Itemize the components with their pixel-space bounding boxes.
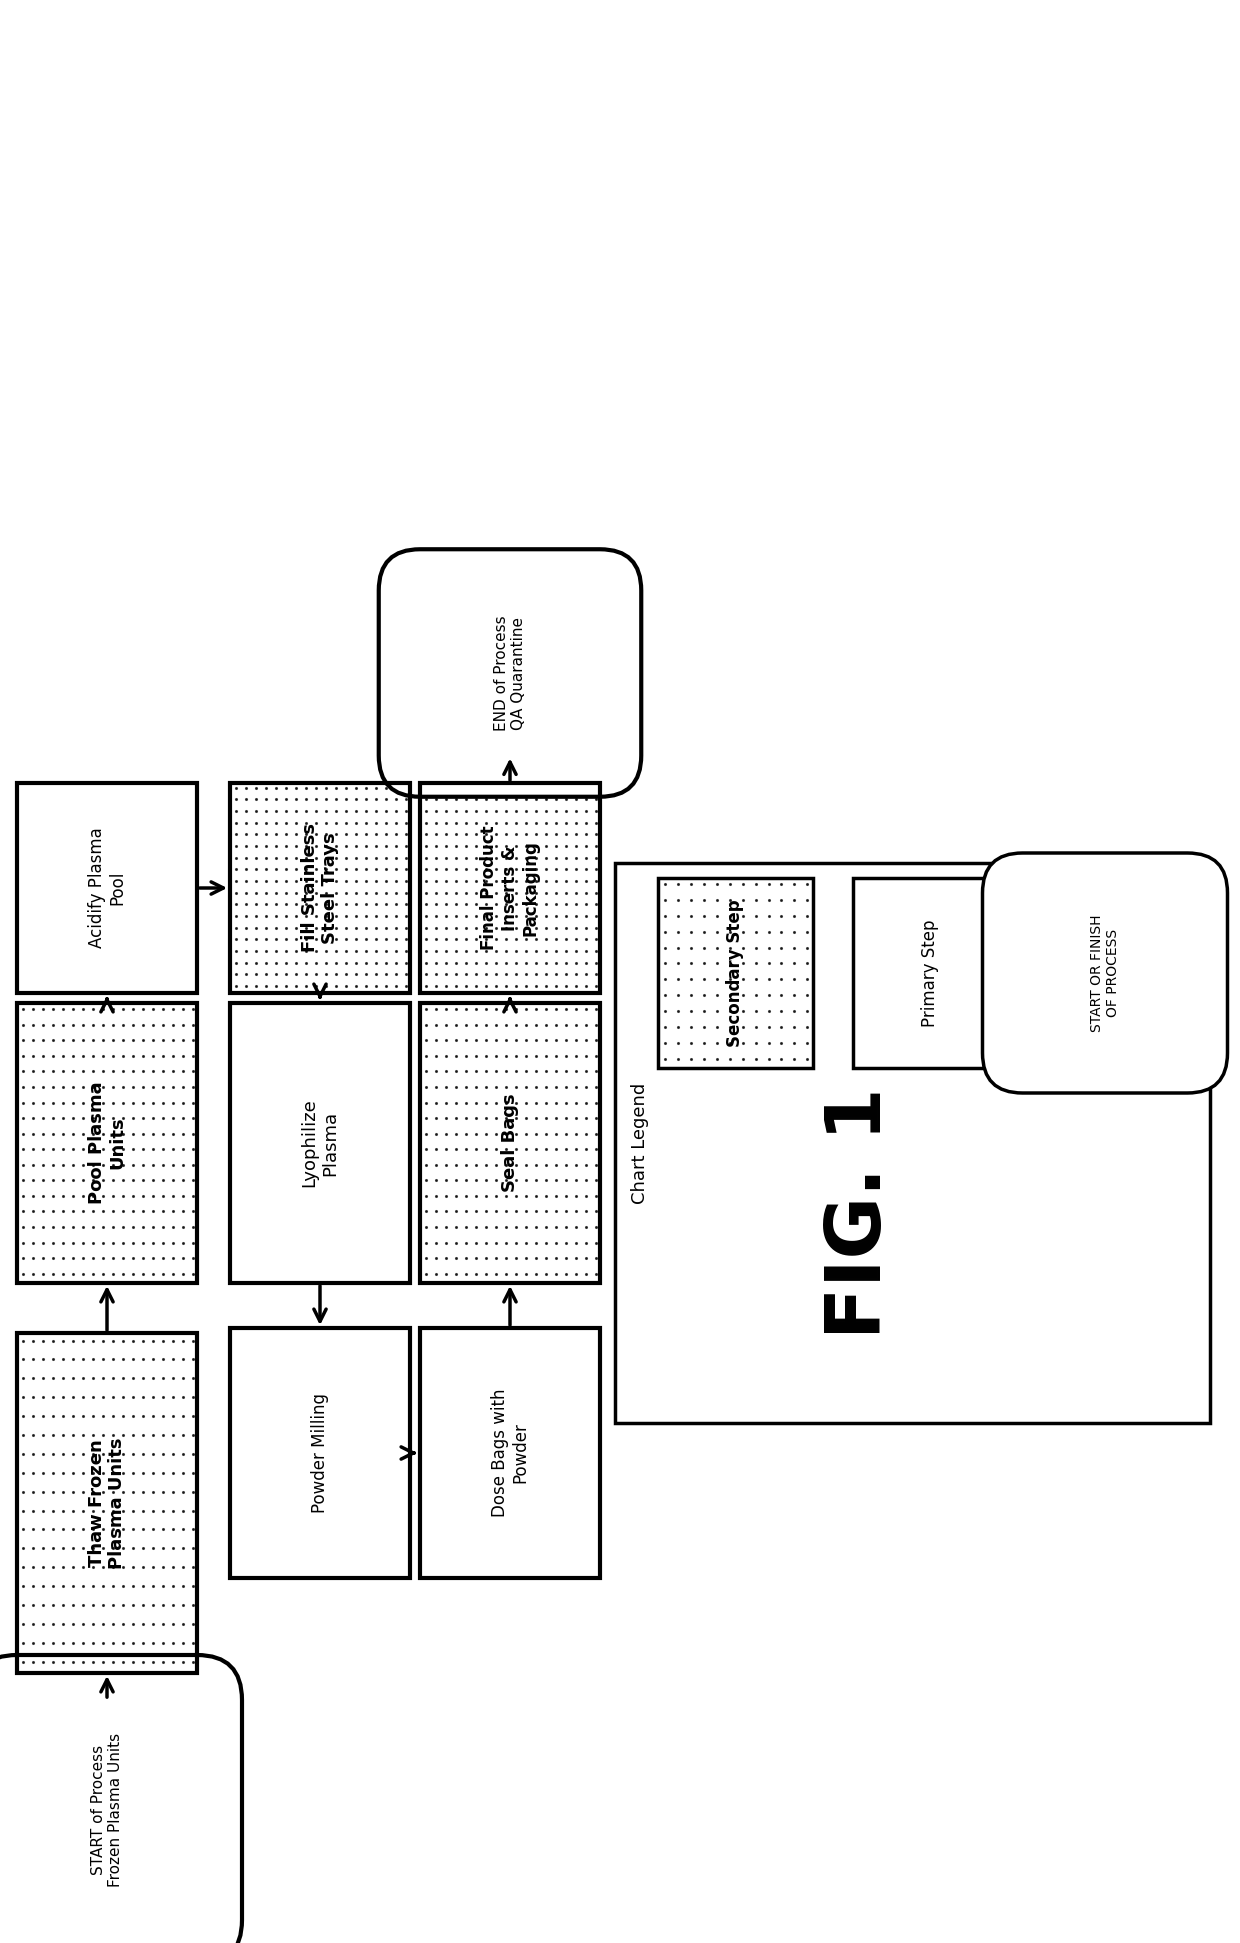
Text: Secondary Step: Secondary Step (725, 900, 744, 1047)
Text: Fill Stainless
Steel Trays: Fill Stainless Steel Trays (300, 824, 340, 952)
Text: Pool Plasma
Units: Pool Plasma Units (88, 1082, 126, 1205)
Bar (229, 783, 410, 993)
Bar (420, 783, 600, 993)
Bar (229, 1003, 410, 1282)
FancyBboxPatch shape (378, 550, 641, 797)
Bar (420, 1327, 600, 1578)
Bar (657, 878, 812, 1069)
Bar (229, 1327, 410, 1578)
Text: START of Process
Frozen Plasma Units: START of Process Frozen Plasma Units (91, 1733, 123, 1887)
Bar (615, 863, 1210, 1422)
Text: START OR FINISH
OF PROCESS: START OR FINISH OF PROCESS (1090, 915, 1120, 1032)
FancyBboxPatch shape (982, 853, 1228, 1094)
Text: Primary Step: Primary Step (921, 919, 939, 1026)
Bar (853, 878, 1007, 1069)
FancyBboxPatch shape (0, 1655, 242, 1943)
Bar (17, 783, 197, 993)
Text: FIG. 1: FIG. 1 (823, 1088, 897, 1339)
Bar (420, 1003, 600, 1282)
Text: Final Product
Inserts &
Packaging: Final Product Inserts & Packaging (480, 826, 539, 950)
Text: Lyophilize
Plasma: Lyophilize Plasma (300, 1098, 340, 1187)
Text: Dose Bags with
Powder: Dose Bags with Powder (491, 1389, 529, 1517)
Bar (17, 1003, 197, 1282)
Text: Thaw Frozen
Plasma Units: Thaw Frozen Plasma Units (88, 1438, 126, 1568)
Text: Powder Milling: Powder Milling (311, 1393, 329, 1514)
Text: Chart Legend: Chart Legend (631, 1082, 649, 1203)
Text: END of Process
QA Quarantine: END of Process QA Quarantine (494, 616, 526, 731)
Text: Acidify Plasma
Pool: Acidify Plasma Pool (88, 828, 126, 948)
Text: Seal Bags: Seal Bags (501, 1094, 520, 1193)
Bar (17, 1333, 197, 1673)
